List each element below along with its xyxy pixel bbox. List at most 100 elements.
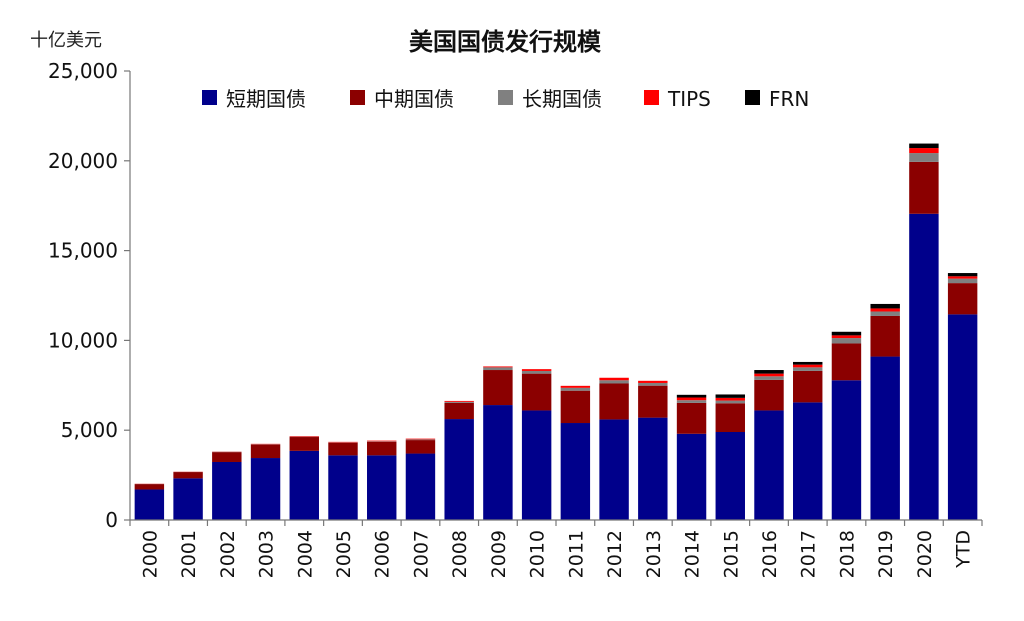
bar-segment-3 [483,367,513,371]
bar-segment-4 [715,397,745,401]
bar-segment-3 [676,400,707,403]
bar-segment-2 [212,452,242,462]
bar-segment-2 [250,444,281,459]
legend-label-2: 中期国债 [374,87,454,111]
bar-segment-1 [289,450,319,520]
bar-segment-3 [947,278,978,284]
x-tick-label: 2004 [294,530,316,578]
x-tick-label: 2000 [139,530,161,578]
bar-segment-4 [328,441,358,443]
x-tick-label: 2001 [178,530,200,578]
bar-segment-3 [793,367,823,371]
bar-segment-4 [754,373,784,377]
legend-label-5: FRN [769,87,809,111]
bar-segment-3 [560,387,591,391]
bar-segment-2 [715,403,745,432]
x-axis: 2000 2001 2002 2003 2004 2005 2006 2007 2008 2009… [129,519,983,578]
bar-segment-5 [947,273,978,277]
bar-segment-1 [870,356,900,520]
bar-segment-5 [715,394,745,398]
bar-segment-4 [483,366,513,368]
bar-segment-1 [328,455,358,520]
y-tick-label: 0 [105,508,118,532]
x-tick-label: 2012 [604,530,626,578]
chart-title: 美国国债发行规模 [409,28,602,56]
bar-segment-4 [947,276,978,279]
bar-segment-3 [367,441,397,442]
bar-segment-1 [521,410,552,520]
x-tick-label: 2015 [720,530,742,578]
bar-segment-2 [831,343,862,381]
bar-segment-2 [599,383,629,420]
bar-segment-4 [909,148,939,154]
y-tick-label: 5,000 [61,418,118,442]
bar-segment-2 [909,161,939,214]
bar-segment-4 [793,364,823,368]
bar-segment-5 [754,370,784,374]
bar-segment-1 [754,410,784,520]
bar-segment-1 [483,405,513,520]
bar-segment-3 [909,153,939,162]
bar-segment-3 [444,401,474,403]
bar-segment-2 [405,440,436,454]
bar-segment-2 [754,379,784,411]
legend-swatch-5 [745,90,760,105]
bar-segment-1 [793,402,823,520]
bar-segment-4 [870,308,900,312]
bar-segment-2 [367,441,397,456]
bar-segment-2 [676,402,707,434]
bar-segment-3 [754,376,784,380]
bar-segment-3 [870,311,900,316]
bar-segment-5 [676,394,707,398]
bar-segment-4 [444,400,474,402]
legend-label-1: 短期国债 [226,87,306,111]
legend-label-3: 长期国债 [522,87,602,111]
x-tick-label: YTD [953,530,975,569]
y-unit-label: 十亿美元 [30,30,102,51]
legend-swatch-4 [644,90,659,105]
bar-segment-4 [831,335,862,339]
bar-segment-2 [444,402,474,420]
x-tick-label: 2019 [875,530,897,578]
bar-segment-1 [831,380,862,520]
x-tick-label: 2017 [798,530,820,578]
bar-segment-2 [289,437,319,451]
bar-segment-2 [947,283,978,315]
bar-segment-4 [599,377,629,381]
bar-segment-2 [870,315,900,357]
bar-segment-2 [793,370,823,403]
bar-segment-1 [909,213,939,520]
bar-segment-3 [831,338,862,344]
bar-segment-3 [715,400,745,404]
bar-segment-3 [638,382,668,386]
bar-segment-1 [599,419,629,520]
y-tick-label: 15,000 [48,239,118,263]
bar-segment-1 [676,433,707,520]
bar-segment-2 [328,442,358,456]
bar-segment-1 [638,417,668,520]
bars-group [134,143,978,520]
x-tick-label: 2002 [217,530,239,578]
bar-segment-1 [250,458,281,520]
x-tick-label: 2018 [836,530,858,578]
bar-segment-4 [367,440,397,442]
legend-label-4: TIPS [667,87,711,111]
legend-swatch-2 [350,90,365,105]
x-tick-label: 2020 [914,530,936,578]
bar-segment-5 [793,361,823,365]
legend: 短期国债 中期国债 长期国债 TIPS FRN [202,87,809,111]
bar-segment-1 [444,419,474,520]
bar-segment-4 [521,369,552,371]
y-tick-label: 20,000 [48,149,118,173]
bar-segment-2 [560,390,591,424]
legend-swatch-1 [202,90,217,105]
x-tick-label: 2010 [527,530,549,578]
bar-segment-4 [405,438,436,440]
bar-segment-5 [831,331,862,336]
bar-segment-2 [521,373,552,411]
bar-segment-1 [173,478,203,520]
legend-swatch-3 [498,90,513,105]
bar-segment-5 [870,303,900,309]
